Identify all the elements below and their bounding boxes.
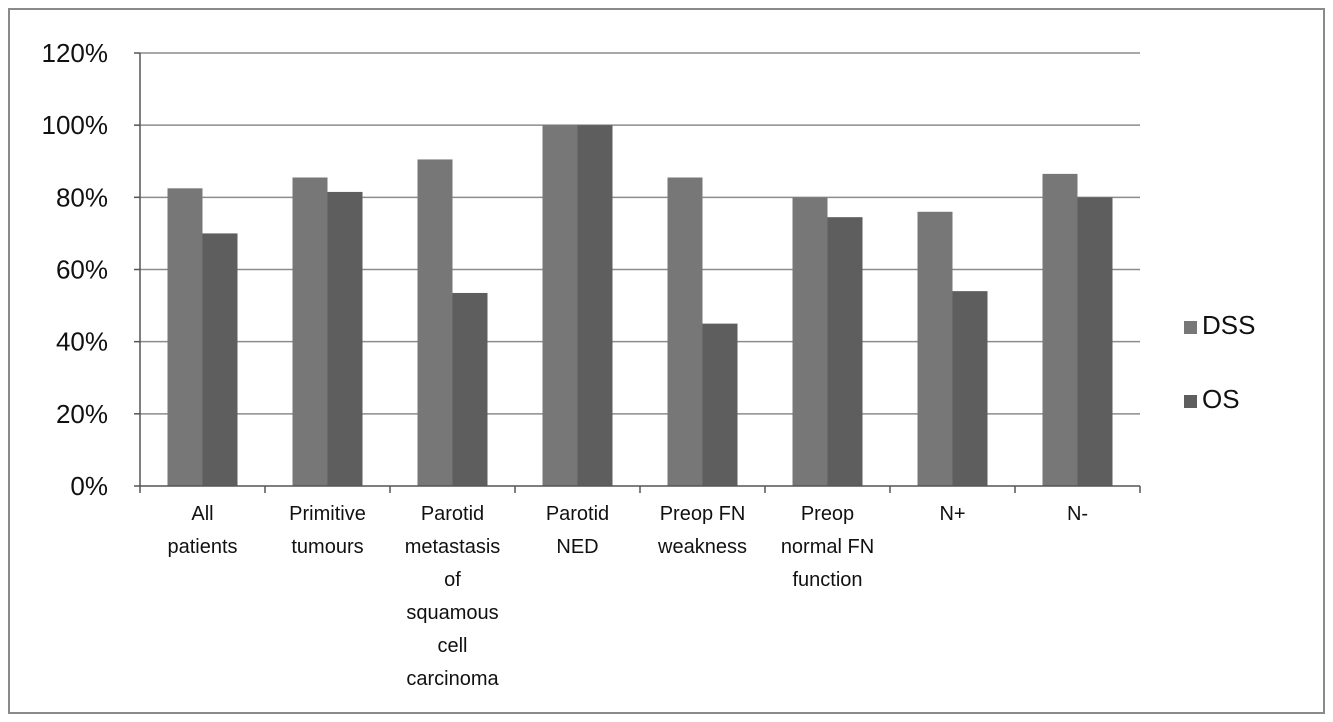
x-tick-label: N+ (939, 503, 965, 525)
legend: DSS OS (1184, 310, 1255, 414)
bars (167, 125, 1113, 487)
bar-os (452, 292, 488, 486)
x-tick-label: Parotid NED (546, 503, 609, 558)
y-tick-label: 40% (56, 327, 108, 357)
axes (134, 52, 1141, 493)
bar-dss (917, 211, 953, 486)
x-tick-label: Preop FN weakness (657, 503, 747, 558)
bar-dss (292, 177, 328, 487)
legend-swatch (1184, 395, 1197, 408)
bar-dss (667, 177, 703, 487)
x-tick-label: Parotid metastasis of squamous cell carcinoma (405, 503, 501, 690)
x-tick-label: Primitive tumours (289, 503, 366, 558)
bar-os (577, 125, 613, 487)
x-tick-label: Preop normal FN function (781, 503, 874, 591)
bar-dss (792, 197, 828, 487)
chart-frame: 0% 20% 40% 60% 80% 100% 120% All patients Primit… (8, 8, 1325, 714)
x-tick-labels: All patients Primitive tumours Parotid metast… (167, 503, 1088, 690)
bar-os (702, 323, 738, 486)
y-tick-label: 120% (42, 38, 109, 68)
y-tick-label: 80% (56, 182, 108, 212)
legend-label: OS (1202, 384, 1240, 414)
bar-dss (1042, 173, 1078, 487)
legend-swatch (1184, 321, 1197, 334)
bar-dss (542, 125, 578, 487)
y-tick-label: 100% (42, 110, 109, 140)
y-tick-labels: 0% 20% 40% 60% 80% 100% 120% (42, 38, 109, 501)
y-tick-label: 0% (70, 471, 108, 501)
legend-label: DSS (1202, 310, 1255, 340)
y-tick-label: 60% (56, 255, 108, 285)
bar-chart: 0% 20% 40% 60% 80% 100% 120% All patients Primit… (42, 38, 1256, 690)
y-tick-label: 20% (56, 399, 108, 429)
bar-os (1077, 197, 1113, 487)
bar-os (327, 191, 363, 486)
gridlines (140, 52, 1140, 415)
bar-dss (167, 188, 203, 486)
bar-dss (417, 159, 453, 486)
x-tick-label: All patients (167, 503, 237, 558)
bar-os (952, 291, 988, 486)
bar-os (827, 217, 863, 486)
x-tick-label: N- (1067, 503, 1088, 525)
bar-os (202, 233, 238, 486)
